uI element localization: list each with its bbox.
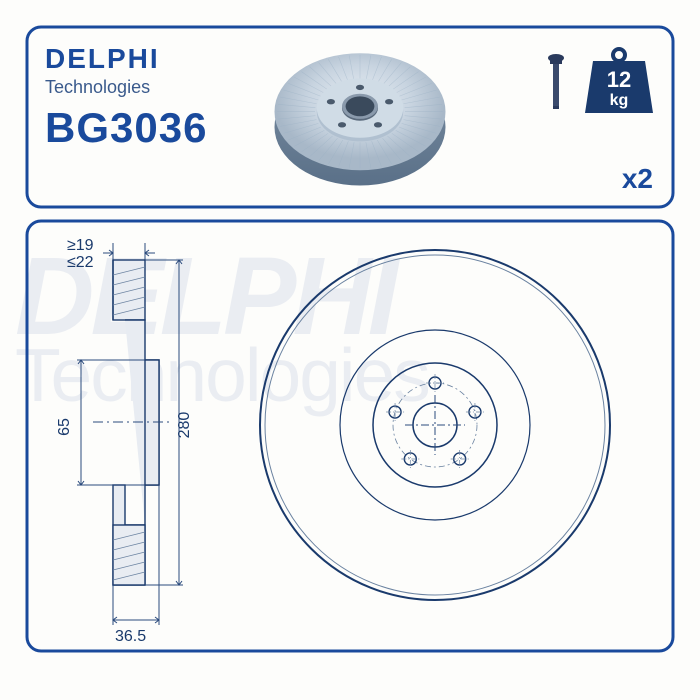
screw-icon (547, 53, 565, 113)
brand-tagline: Technologies (45, 77, 207, 98)
dim-max-thickness: ≤22 (67, 254, 94, 271)
dim-outer-diameter: 280 (176, 412, 193, 439)
technical-drawing: ≥19 ≤22 6 (35, 225, 663, 650)
brand-block: DELPHI Technologies BG3036 (45, 43, 207, 152)
weight-value: 12 (607, 67, 631, 92)
dim-hub-bore: 65 (56, 418, 73, 436)
weight-badge-icon: 12 kg (583, 43, 655, 115)
disc-3d-render (270, 40, 450, 205)
side-profile: ≥19 ≤22 6 (56, 237, 193, 645)
part-number: BG3036 (45, 104, 207, 152)
weight-unit: kg (610, 92, 629, 109)
quantity-label: x2 (622, 163, 653, 195)
dim-hub-depth: 36.5 (115, 628, 146, 645)
brand-name: DELPHI (45, 43, 207, 75)
front-view (260, 250, 610, 600)
top-panel: DELPHI Technologies BG3036 12 kg x2 (35, 35, 665, 210)
dim-min-thickness: ≥19 (67, 237, 94, 254)
